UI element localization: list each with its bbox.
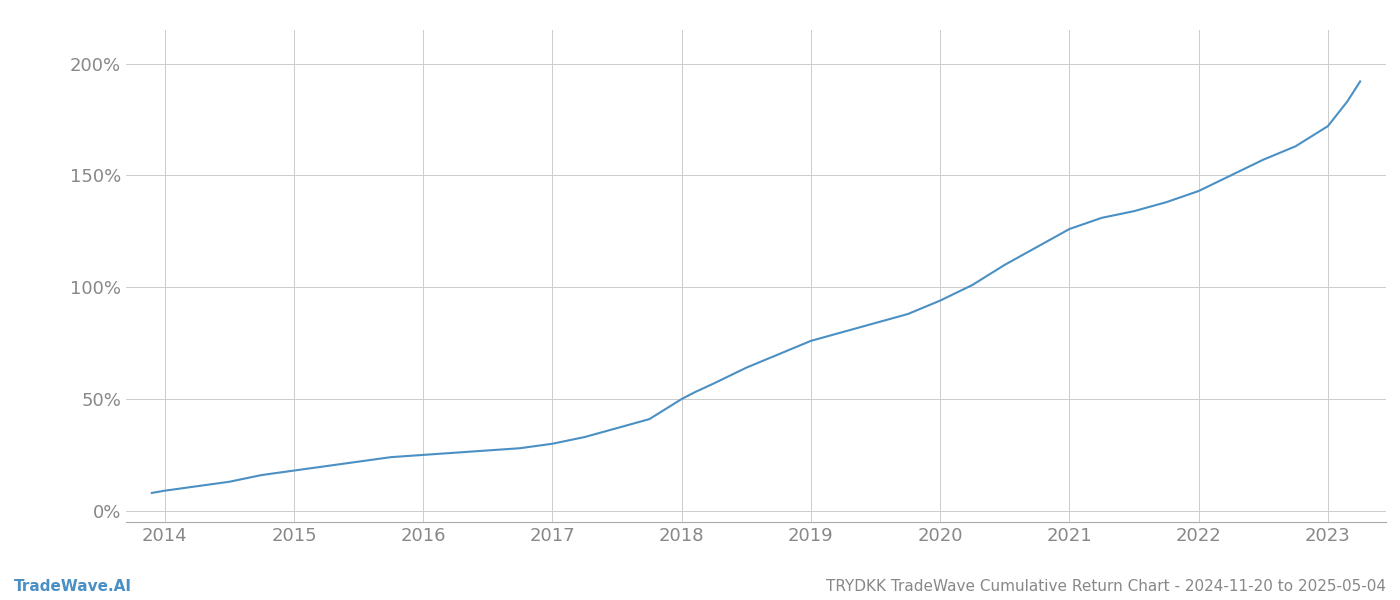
Text: TRYDKK TradeWave Cumulative Return Chart - 2024-11-20 to 2025-05-04: TRYDKK TradeWave Cumulative Return Chart… [826, 579, 1386, 594]
Text: TradeWave.AI: TradeWave.AI [14, 579, 132, 594]
